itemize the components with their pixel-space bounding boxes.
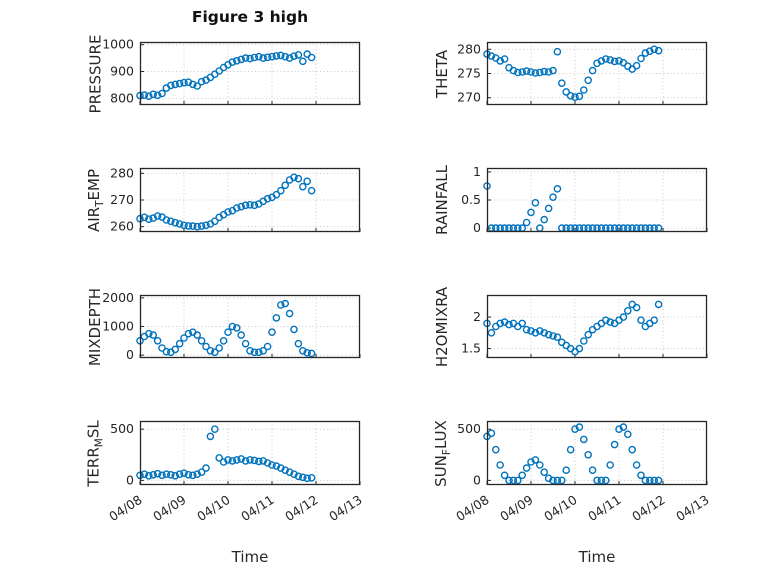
tick-marks <box>139 44 361 105</box>
y-tick-labels: 270 275 280 <box>457 41 481 104</box>
ylabel-sun-flux: SUNFLUX <box>431 419 453 487</box>
svg-text:280: 280 <box>457 41 481 56</box>
ylabel-rainfall: RAINFALL <box>433 165 452 235</box>
svg-text:04/10: 04/10 <box>541 492 579 524</box>
svg-text:04/12: 04/12 <box>629 492 667 524</box>
svg-text:1: 1 <box>473 164 481 179</box>
svg-text:0: 0 <box>126 472 134 487</box>
svg-text:900: 900 <box>110 63 134 78</box>
ylabel-theta: THETA <box>433 49 451 98</box>
y-tick-labels: 800 900 1000 <box>102 37 134 106</box>
ylabel-h2omixra: H2OMIXRA <box>433 286 452 367</box>
axes-box <box>486 294 708 359</box>
grid-lines <box>487 295 707 358</box>
axes-box <box>486 167 708 233</box>
axes-box <box>486 420 708 486</box>
svg-text:270: 270 <box>457 90 481 105</box>
svg-text:270: 270 <box>110 192 134 207</box>
axes-box <box>139 167 361 233</box>
axes-box <box>139 41 361 106</box>
plot-sun-flux: 0 500 04/08 04/09 04/10 04/11 04/12 04/13 <box>453 420 712 524</box>
data-points <box>483 423 663 485</box>
data-points <box>136 173 316 231</box>
svg-text:0: 0 <box>473 220 481 235</box>
grid-lines <box>487 421 707 485</box>
svg-text:800: 800 <box>110 90 134 105</box>
svg-text:1000: 1000 <box>102 37 134 52</box>
data-points <box>483 182 663 232</box>
x-axis-label-left: Time <box>231 548 269 566</box>
axes-box <box>139 294 361 359</box>
x-tick-labels: 04/08 04/09 04/10 04/11 04/12 04/13 <box>106 492 364 524</box>
svg-text:280: 280 <box>110 165 134 180</box>
y-tick-labels: 0 500 <box>110 421 134 487</box>
svg-text:275: 275 <box>457 66 481 81</box>
svg-text:04/13: 04/13 <box>326 492 364 524</box>
svg-text:0: 0 <box>473 472 481 487</box>
grid-lines <box>140 168 360 232</box>
svg-text:04/08: 04/08 <box>106 492 144 524</box>
grid-lines <box>140 42 360 105</box>
svg-text:1.5: 1.5 <box>461 341 481 356</box>
data-points <box>136 50 316 101</box>
svg-text:04/12: 04/12 <box>282 492 320 524</box>
plot-rainfall: 00.51 <box>461 164 708 235</box>
svg-text:500: 500 <box>110 421 134 436</box>
tick-marks <box>139 297 361 358</box>
svg-text:04/13: 04/13 <box>673 492 711 524</box>
tick-marks <box>486 171 708 232</box>
svg-text:1000: 1000 <box>102 319 134 334</box>
y-tick-labels: 0 500 <box>457 421 481 487</box>
plot-pressure: 800 900 1000 <box>102 37 361 106</box>
data-points <box>136 425 316 483</box>
data-points <box>483 45 663 102</box>
grid-lines <box>140 295 360 358</box>
svg-text:04/11: 04/11 <box>585 492 623 524</box>
data-points <box>483 300 663 356</box>
svg-text:500: 500 <box>457 421 481 436</box>
plot-terr-msl: 0 500 04/08 04/09 04/10 04/11 04/12 04/13 <box>106 420 365 524</box>
x-axis-label-right: Time <box>578 548 616 566</box>
svg-text:0: 0 <box>126 347 134 362</box>
ylabel-terr-msl: TERRMSL <box>84 419 106 487</box>
axes-box <box>486 41 708 106</box>
svg-text:04/08: 04/08 <box>453 492 491 524</box>
y-tick-labels: 0 1000 2000 <box>102 290 134 362</box>
data-points <box>136 299 316 358</box>
y-tick-labels: 1.52 <box>461 309 481 356</box>
svg-text:2: 2 <box>473 309 481 324</box>
axes-box <box>139 420 361 486</box>
svg-text:0.5: 0.5 <box>461 192 481 207</box>
svg-text:04/09: 04/09 <box>150 492 188 524</box>
x-tick-labels: 04/08 04/09 04/10 04/11 04/12 04/13 <box>453 492 711 524</box>
figure-title: Figure 3 high <box>191 8 309 26</box>
svg-text:04/09: 04/09 <box>497 492 535 524</box>
svg-text:260: 260 <box>110 219 134 234</box>
y-tick-labels: 00.51 <box>461 164 481 235</box>
grid-lines <box>487 168 707 232</box>
grid-lines <box>140 421 360 485</box>
plot-mixdepth: 0 1000 2000 <box>102 290 361 362</box>
svg-text:2000: 2000 <box>102 290 134 305</box>
y-tick-labels: 260 270 280 <box>110 165 134 233</box>
svg-text:04/11: 04/11 <box>238 492 276 524</box>
svg-text:04/10: 04/10 <box>194 492 232 524</box>
plot-h2omixra: 1.52 <box>461 294 708 359</box>
plot-theta: 270 275 280 <box>457 41 708 106</box>
tick-marks <box>486 48 708 105</box>
ylabel-air-temp: AIRTEMP <box>84 168 106 232</box>
plot-air-temp: 260 270 280 <box>110 165 361 234</box>
